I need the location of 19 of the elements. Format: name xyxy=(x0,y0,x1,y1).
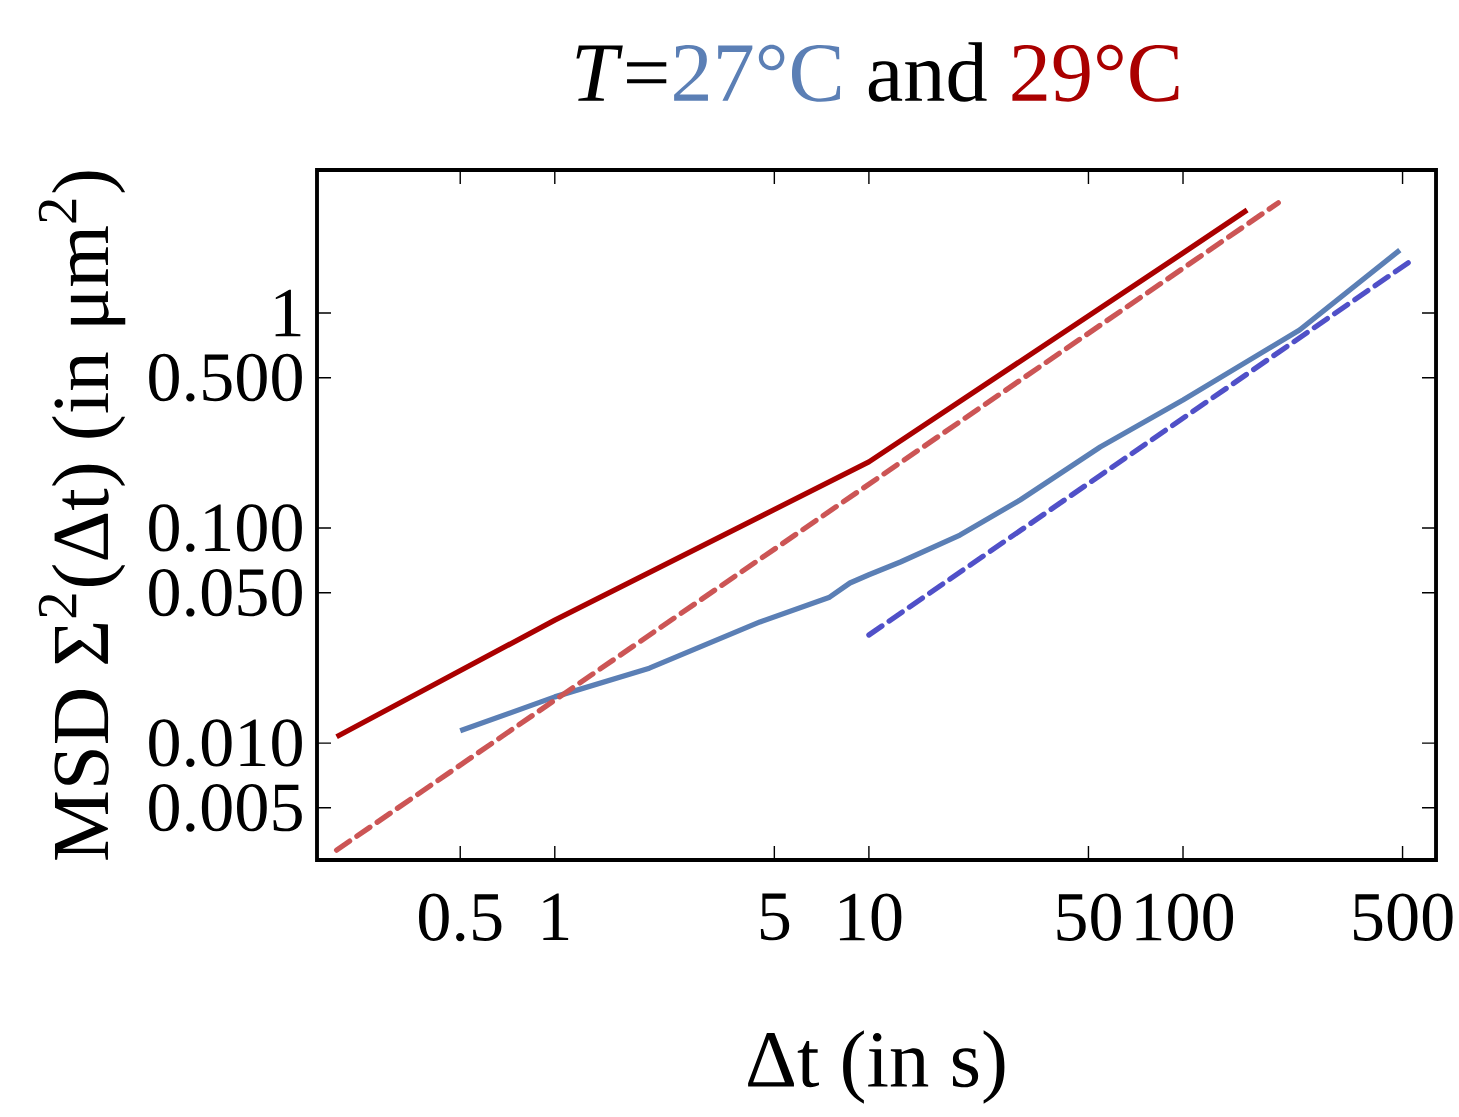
y-tick-label: 0.500 xyxy=(149,353,302,402)
y-tick-label: 0.050 xyxy=(149,568,302,617)
x-tick-label: 100 xyxy=(1136,893,1234,941)
x-axis-title: Δt (in s) xyxy=(748,1030,1005,1104)
chart-title: T= xyxy=(576,45,667,101)
y-tick-label: 1 xyxy=(275,289,301,337)
x-tick-label: 50 xyxy=(1057,893,1121,941)
y-tick-label: 0.005 xyxy=(149,783,302,832)
x-tick-label: 0.5 xyxy=(419,893,502,942)
text: 27°C xyxy=(674,44,841,102)
x-tick-label: 1 xyxy=(543,893,569,940)
y-tick-label: 0.010 xyxy=(149,719,302,767)
x-tick-label: 10 xyxy=(839,893,902,941)
x-tick-label: 5 xyxy=(760,893,790,941)
series-label: 29°C xyxy=(1012,44,1179,102)
text: and xyxy=(868,42,987,102)
x-tick-label: 500 xyxy=(1353,893,1453,941)
y-axis-title: MSD Σ$^{2}$(Δt) (in μm$^{2}$) xyxy=(38,171,126,860)
y-tick-label: 0.100 xyxy=(149,504,302,552)
